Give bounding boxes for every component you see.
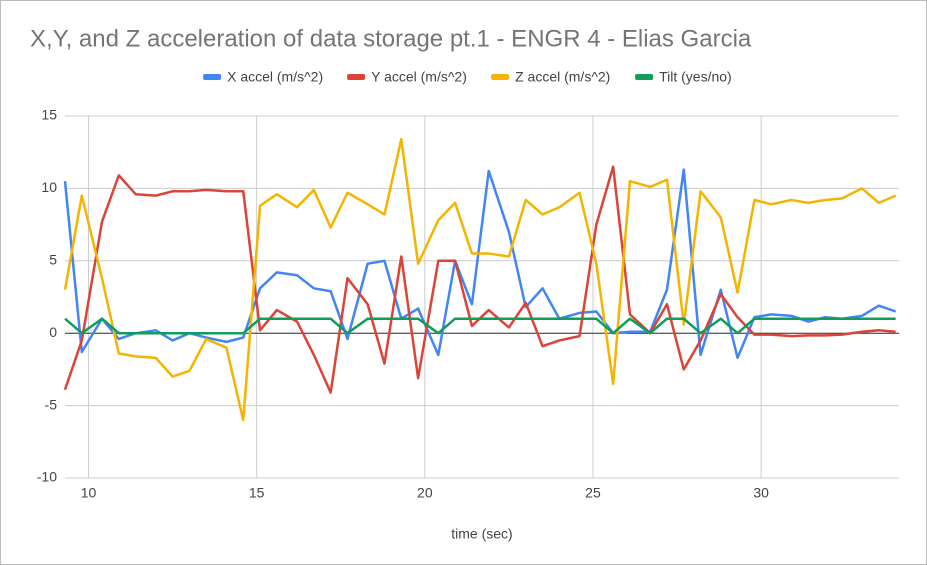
legend-label: Z accel (m/s^2) bbox=[515, 69, 610, 85]
x-tick-label: 25 bbox=[585, 485, 601, 501]
y-tick-label: 15 bbox=[41, 107, 57, 123]
legend-swatch bbox=[491, 74, 510, 80]
y-tick-label: -10 bbox=[37, 469, 57, 485]
x-tick-label: 20 bbox=[417, 485, 433, 501]
legend-label: Y accel (m/s^2) bbox=[371, 69, 467, 85]
legend-swatch bbox=[635, 74, 654, 80]
x-tick-label: 15 bbox=[249, 485, 265, 501]
y-tick-label: -5 bbox=[45, 396, 58, 412]
y-tick-label: 0 bbox=[49, 324, 57, 340]
legend-swatch bbox=[347, 74, 366, 80]
series-line bbox=[64, 317, 896, 335]
chart-title: X,Y, and Z acceleration of data storage … bbox=[30, 25, 752, 52]
legend-swatch bbox=[203, 74, 222, 80]
legend-label: Tilt (yes/no) bbox=[659, 69, 732, 85]
y-tick-label: 5 bbox=[49, 252, 57, 268]
series-line bbox=[63, 168, 897, 360]
legend-label: X accel (m/s^2) bbox=[227, 69, 323, 85]
y-tick-label: 10 bbox=[41, 179, 57, 195]
x-tick-label: 30 bbox=[753, 485, 769, 501]
x-tick-label: 10 bbox=[81, 485, 97, 501]
x-axis-label: time (sec) bbox=[451, 526, 512, 542]
series-line bbox=[63, 137, 897, 422]
